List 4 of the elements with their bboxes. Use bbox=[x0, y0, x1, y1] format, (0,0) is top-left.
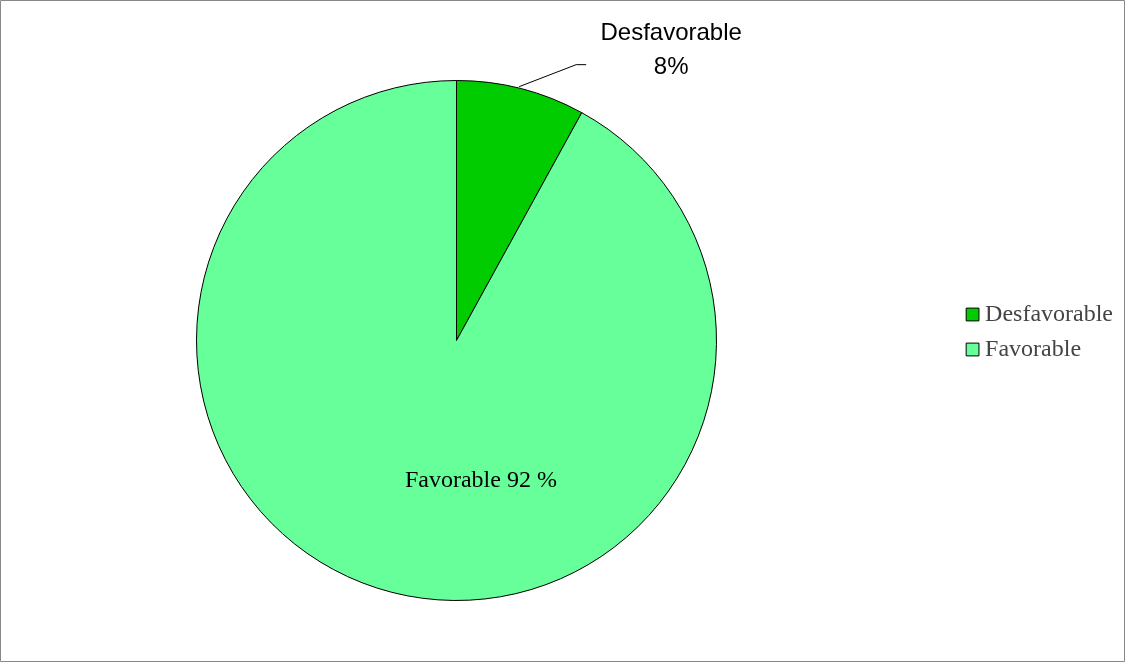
data-label: Favorable 92 % bbox=[404, 466, 557, 493]
legend-label: Favorable bbox=[985, 335, 1082, 362]
legend-label: Desfavorable bbox=[985, 300, 1113, 327]
data-label: Desfavorable 8% bbox=[600, 18, 742, 80]
